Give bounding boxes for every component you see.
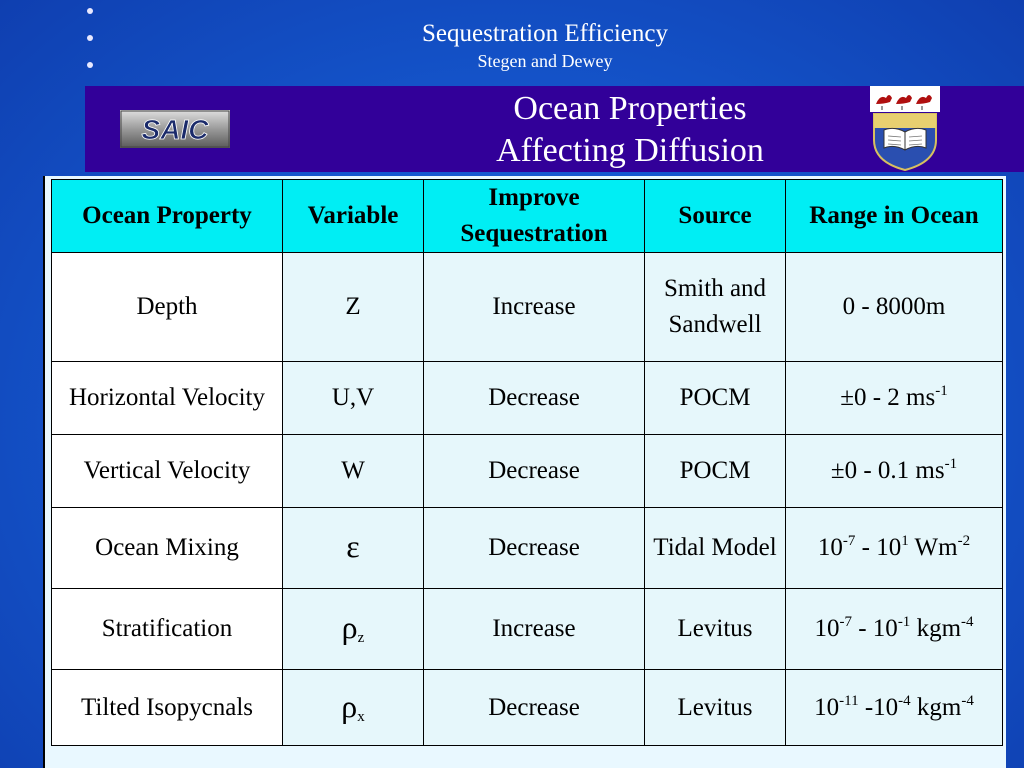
- slide-header: Sequestration Efficiency Stegen and Dewe…: [300, 18, 790, 72]
- cell-variable: ε: [282, 507, 424, 589]
- slide-subtitle: Stegen and Dewey: [477, 51, 613, 71]
- cell-variable: ρz: [282, 588, 424, 670]
- cell-range: ±0 - 2 ms-1: [785, 361, 1003, 435]
- table-row: Ocean Mixing ε Decrease Tidal Model 10-7…: [51, 507, 1003, 589]
- ocean-properties-table: Ocean Property Variable Improve Sequestr…: [51, 179, 1003, 746]
- cell-improve: Decrease: [423, 507, 645, 589]
- column-header-source: Source: [644, 179, 786, 253]
- cell-range: 10-7 - 101 Wm-2: [785, 507, 1003, 589]
- table-row: Horizontal Velocity U,V Decrease POCM ±0…: [51, 361, 1003, 435]
- column-header-variable: Variable: [282, 179, 424, 253]
- table-row: Depth Z Increase Smith and Sandwell 0 - …: [51, 252, 1003, 362]
- cell-source: POCM: [644, 434, 786, 508]
- table-row: Stratification ρz Increase Levitus 10-7 …: [51, 588, 1003, 670]
- table-header-row: Ocean Property Variable Improve Sequestr…: [51, 179, 1003, 253]
- table-row: Vertical Velocity W Decrease POCM ±0 - 0…: [51, 434, 1003, 508]
- title-band: SAIC Ocean Properties Affecting Diffusio…: [85, 86, 1024, 172]
- section-title: Ocean Properties Affecting Diffusion: [385, 88, 875, 172]
- cell-variable: ρx: [282, 669, 424, 746]
- cell-source: Levitus: [644, 588, 786, 670]
- university-crest-icon: [870, 86, 940, 172]
- cell-property: Tilted Isopycnals: [51, 669, 283, 746]
- cell-improve: Increase: [423, 588, 645, 670]
- slide-title: Sequestration Efficiency: [422, 20, 668, 47]
- bullet-dot-icon: [87, 35, 93, 41]
- cell-property: Stratification: [51, 588, 283, 670]
- cell-improve: Decrease: [423, 669, 645, 746]
- section-title-line-2: Affecting Diffusion: [496, 132, 764, 169]
- cell-improve: Decrease: [423, 434, 645, 508]
- cell-property: Depth: [51, 252, 283, 362]
- bullet-dots: [87, 8, 99, 89]
- cell-range: ±0 - 0.1 ms-1: [785, 434, 1003, 508]
- cell-property: Vertical Velocity: [51, 434, 283, 508]
- column-header-range-in-ocean: Range in Ocean: [785, 179, 1003, 253]
- svg-text:SAIC: SAIC: [142, 114, 210, 145]
- cell-variable: Z: [282, 252, 424, 362]
- column-header-improve-sequestration: Improve Sequestration: [423, 179, 645, 253]
- saic-logo: SAIC: [120, 110, 230, 148]
- cell-range: 10-7 - 10-1 kgm-4: [785, 588, 1003, 670]
- bullet-dot-icon: [87, 62, 93, 68]
- cell-improve: Increase: [423, 252, 645, 362]
- bullet-dot-icon: [87, 8, 93, 14]
- cell-variable: W: [282, 434, 424, 508]
- cell-source: POCM: [644, 361, 786, 435]
- cell-variable: U,V: [282, 361, 424, 435]
- table-row: Tilted Isopycnals ρx Decrease Levitus 10…: [51, 669, 1003, 746]
- cell-range: 0 - 8000m: [785, 252, 1003, 362]
- cell-improve: Decrease: [423, 361, 645, 435]
- cell-source: Smith and Sandwell: [644, 252, 786, 362]
- cell-range: 10-11 -10-4 kgm-4: [785, 669, 1003, 746]
- cell-source: Tidal Model: [644, 507, 786, 589]
- cell-property: Horizontal Velocity: [51, 361, 283, 435]
- cell-property: Ocean Mixing: [51, 507, 283, 589]
- cell-source: Levitus: [644, 669, 786, 746]
- section-title-line-1: Ocean Properties: [513, 90, 747, 127]
- column-header-ocean-property: Ocean Property: [51, 179, 283, 253]
